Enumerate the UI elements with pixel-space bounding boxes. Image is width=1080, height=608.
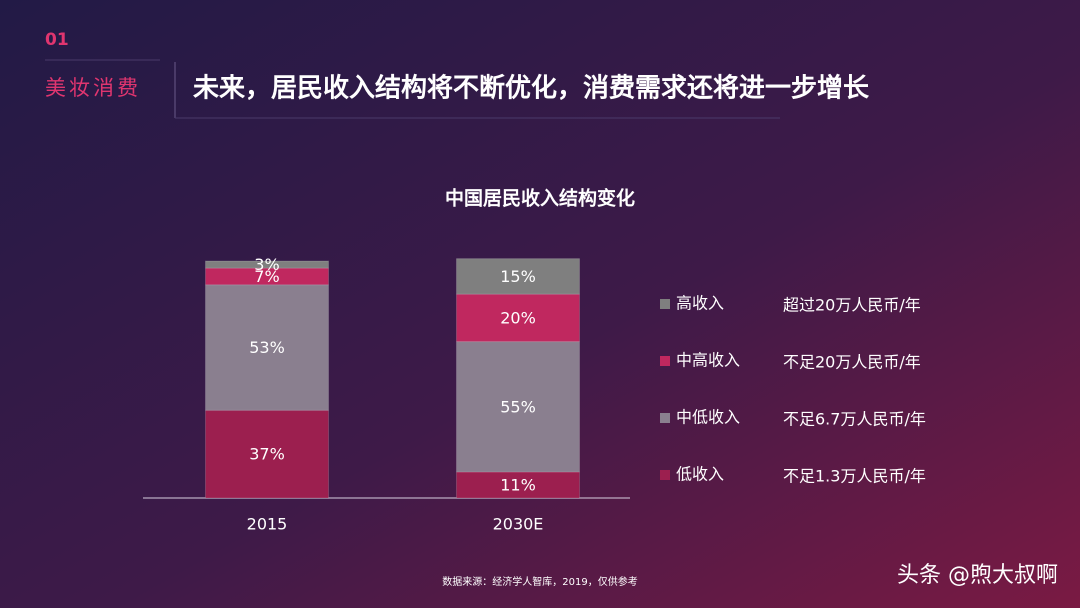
legend-note: 不足1.3万人民币/年 xyxy=(783,467,926,486)
watermark: 头条 @煦大叔啊 xyxy=(897,563,1058,588)
x-tick-label: 2015 xyxy=(247,515,288,534)
bar-segment xyxy=(205,409,329,499)
legend-label: 中高收入 xyxy=(676,351,740,370)
value-label: 11% xyxy=(500,475,536,494)
legend-swatch xyxy=(660,470,670,480)
legend-note: 不足6.7万人民币/年 xyxy=(783,410,926,429)
bar-segment xyxy=(456,258,580,295)
legend-label: 低收入 xyxy=(676,465,724,484)
chart-title: 中国居民收入结构变化 xyxy=(445,187,635,210)
section-number: 01 xyxy=(45,30,69,50)
bar-segment xyxy=(205,284,329,411)
value-label: 55% xyxy=(500,397,536,416)
value-label: 20% xyxy=(500,308,536,327)
section-name: 美妆消费 xyxy=(45,76,141,100)
legend-swatch xyxy=(660,299,670,309)
legend-note: 超过20万人民币/年 xyxy=(783,296,921,315)
legend-label: 高收入 xyxy=(676,294,724,313)
legend-swatch xyxy=(660,356,670,366)
bar-segment xyxy=(456,293,580,343)
bar-segment xyxy=(205,260,329,269)
source: 数据来源：经济学人智库，2019，仅供参考 xyxy=(442,575,637,588)
value-label: 53% xyxy=(249,338,285,357)
chart: 37% 53% 7%3% 2015 11% 55% 20% 15% 2030E 低收入 不足1.3万… xyxy=(205,255,926,534)
slide-title: 未来，居民收入结构将不断优化，消费需求还将进一步增长 xyxy=(193,73,870,104)
value-label: 3% xyxy=(254,255,279,274)
legend-swatch xyxy=(660,413,670,423)
legend-note: 不足20万人民币/年 xyxy=(783,353,921,372)
bar-segment xyxy=(456,471,580,499)
x-tick-label: 2030E xyxy=(493,515,544,534)
value-label: 7% xyxy=(254,267,279,286)
bar-segment xyxy=(456,341,580,473)
legend-label: 中低收入 xyxy=(676,408,740,427)
value-label: 37% xyxy=(249,445,285,464)
value-label: 15% xyxy=(500,267,536,286)
